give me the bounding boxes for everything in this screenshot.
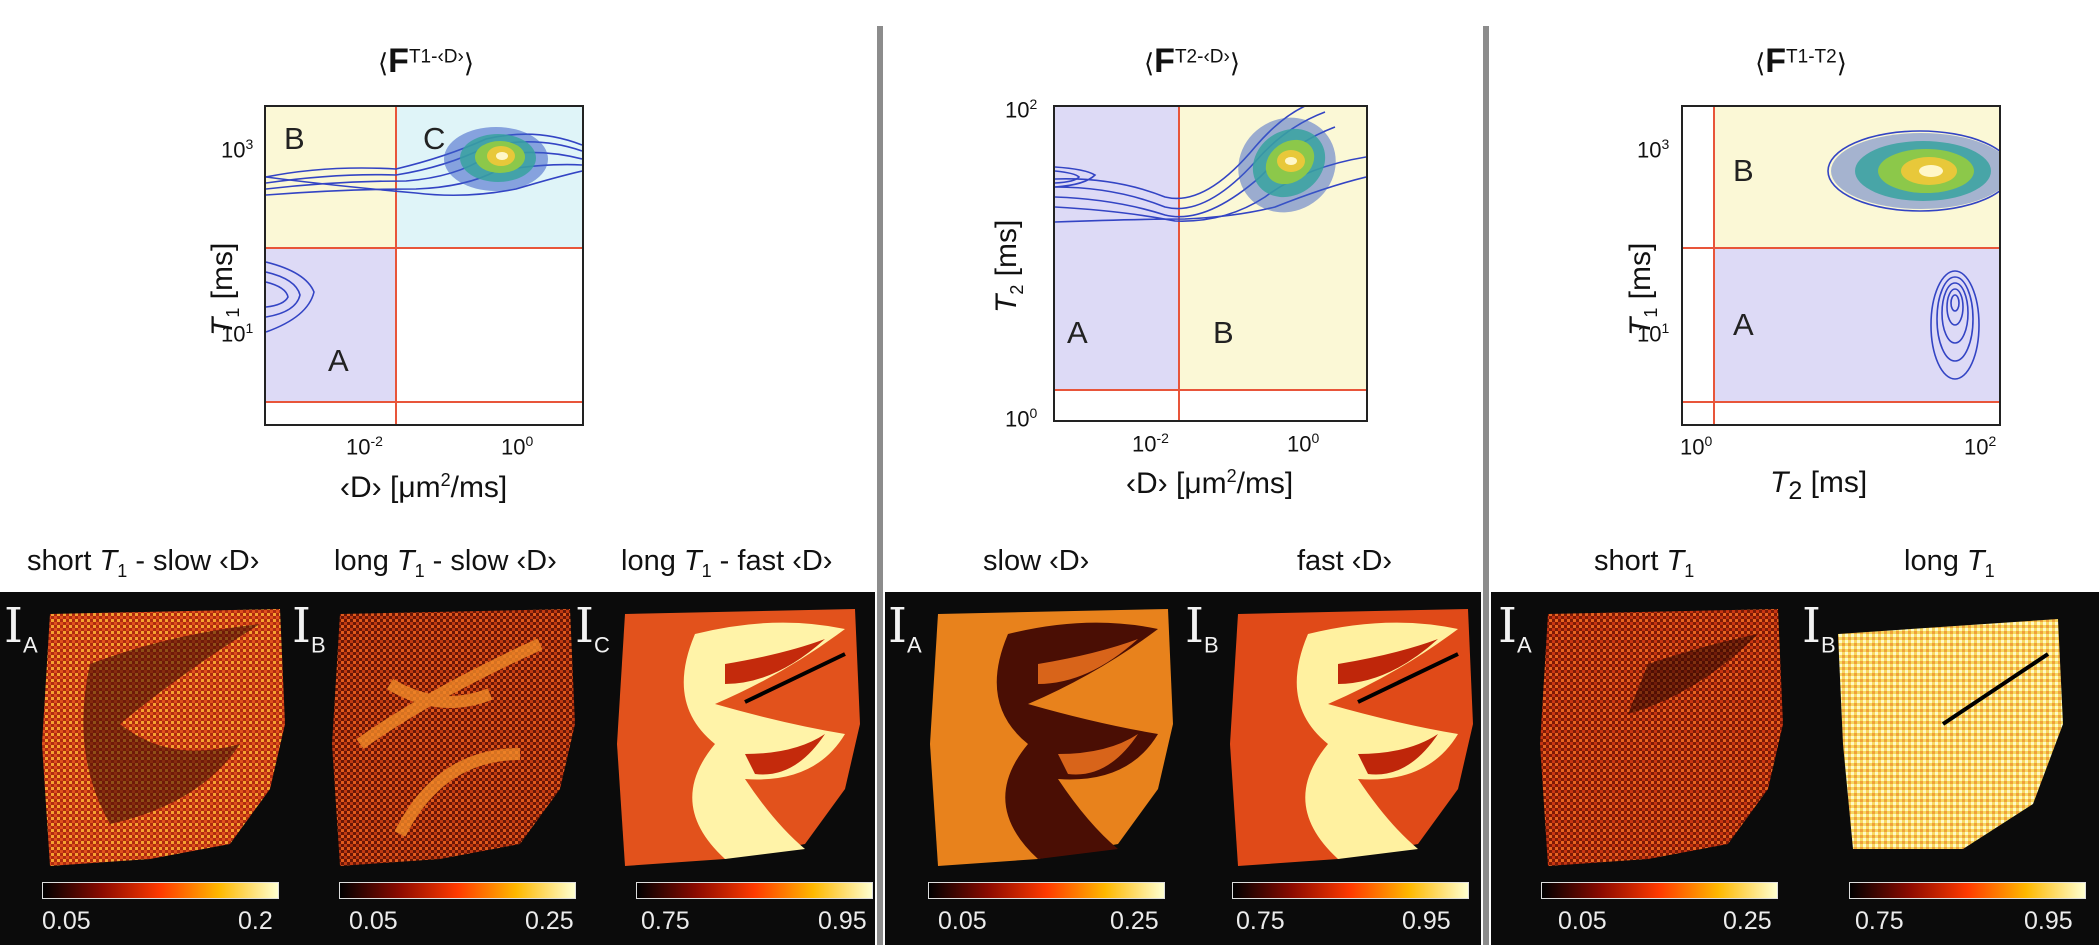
cb3-max: 0.95 <box>818 907 867 935</box>
map-heading-long-t1: long T1 <box>1904 545 1995 581</box>
colorbar-3 <box>636 882 873 899</box>
colorbar-4 <box>928 882 1165 899</box>
cb6-max: 0.25 <box>1723 907 1772 935</box>
map-image-ia-short-slow <box>42 609 285 866</box>
cb6-min: 0.05 <box>1558 907 1607 935</box>
cb5-min: 0.75 <box>1236 907 1285 935</box>
cb4-max: 0.25 <box>1110 907 1159 935</box>
map-image-ib-long-t1 <box>1838 619 2063 849</box>
cb3-min: 0.75 <box>641 907 690 935</box>
map-index-ia-1: IA <box>4 598 38 658</box>
cb4-min: 0.05 <box>938 907 987 935</box>
cb2-max: 0.25 <box>525 907 574 935</box>
map-image-ia-slow-d <box>930 609 1173 866</box>
panel2-xtick-2: 100 <box>1287 430 1320 457</box>
panel3-contours <box>1827 130 1999 380</box>
map-index-ic-1: IC <box>575 598 610 658</box>
colorbar-2 <box>339 882 576 899</box>
map-heading-long-t1-fast: long T1 - fast ‹D› <box>621 545 833 581</box>
panel1-region-b: B <box>284 121 305 156</box>
panel3-contour-plot: B A <box>1681 105 2001 426</box>
cb2-min: 0.05 <box>349 907 398 935</box>
cb7-max: 0.95 <box>2024 907 2073 935</box>
map-image-ic-long-fast <box>617 609 860 866</box>
map-index-ia-3: IA <box>1498 598 1532 658</box>
map-heading-long-t1-slow: long T1 - slow ‹D› <box>334 545 557 581</box>
colorbar-6 <box>1541 882 1778 899</box>
map-image-ia-short-t1 <box>1540 609 1783 866</box>
panel3-ytick-2: 101 <box>1637 320 1670 347</box>
colorbar-1 <box>42 882 279 899</box>
panel3-xtick-1: 100 <box>1680 433 1713 460</box>
map-heading-short-t1: short T1 <box>1594 545 1695 581</box>
map-heading-short-t1-slow: short T1 - slow ‹D› <box>27 545 260 581</box>
cb1-max: 0.2 <box>238 907 273 935</box>
panel3-x-label: T2 [ms] <box>1770 466 1868 505</box>
map-index-ia-2: IA <box>888 598 922 658</box>
panel2-xtick-1: 10-2 <box>1132 430 1169 457</box>
colorbar-7 <box>1849 882 2086 899</box>
map-heading-slow-d: slow ‹D› <box>983 545 1090 577</box>
panel1-xtick-1: 10-2 <box>346 433 383 460</box>
panel2-region-a: A <box>1067 315 1088 350</box>
panel2-region-b: B <box>1213 315 1234 350</box>
panel3-y-label: T1 [ms] <box>1624 242 1661 336</box>
panel1-x-label: ‹D› [μm2/ms] <box>340 470 508 504</box>
panel-separator-1 <box>877 26 883 945</box>
panel2-title: ⟨FT2-‹D›⟩ <box>1144 42 1240 80</box>
panel1-region-a: A <box>328 343 349 378</box>
panel2-contour-plot: A B <box>1053 105 1368 422</box>
panel1-xtick-2: 100 <box>501 433 534 460</box>
map-image-ib-long-slow <box>332 609 575 866</box>
map-index-ib-3: IB <box>1802 598 1836 658</box>
panel1-title: ⟨FT1-‹D›⟩ <box>378 42 474 80</box>
panel1-region-c: C <box>423 121 446 156</box>
panel2-x-label: ‹D› [μm2/ms] <box>1126 466 1294 500</box>
map-index-ib-1: IB <box>292 598 326 658</box>
map-index-ib-2: IB <box>1185 598 1219 658</box>
panel1-y-label: T1 [ms] <box>206 242 243 336</box>
cb7-min: 0.75 <box>1855 907 1904 935</box>
cb5-max: 0.95 <box>1402 907 1451 935</box>
panel-separator-2 <box>1483 26 1489 945</box>
panel1-ytick-2: 101 <box>221 320 254 347</box>
panel3-region-b: B <box>1733 153 1754 188</box>
colorbar-5 <box>1232 882 1469 899</box>
panel3-title: ⟨FT1-T2⟩ <box>1755 42 1847 80</box>
panel3-region-a: A <box>1733 307 1754 342</box>
panel2-ytick-2: 100 <box>1005 405 1038 432</box>
map-heading-fast-d: fast ‹D› <box>1297 545 1393 577</box>
cb1-min: 0.05 <box>42 907 91 935</box>
panel1-contour-plot: B C A <box>264 105 584 426</box>
panel2-y-label: T2 [ms] <box>990 219 1027 313</box>
panel3-ytick-1: 103 <box>1637 136 1670 163</box>
panel1-ytick-1: 103 <box>221 136 254 163</box>
panel2-ytick-1: 102 <box>1005 96 1038 123</box>
panel3-xtick-2: 102 <box>1964 433 1997 460</box>
map-image-ib-fast-d <box>1230 609 1473 866</box>
